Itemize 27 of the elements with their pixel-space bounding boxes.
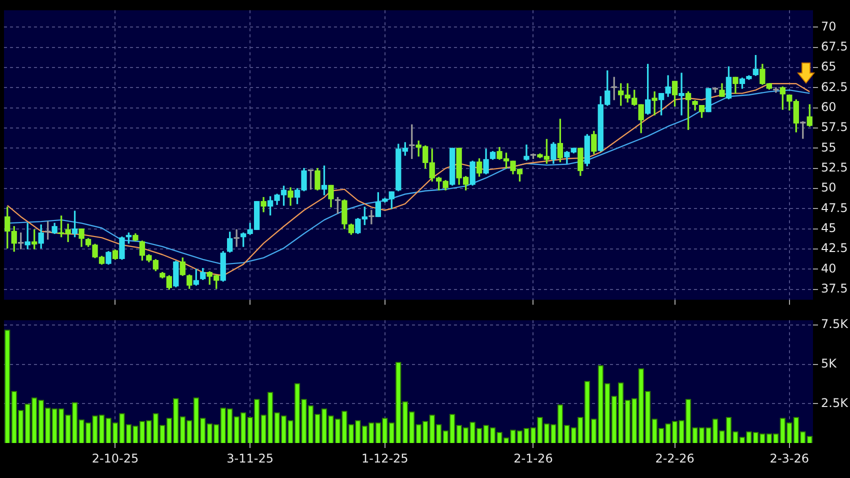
y-tick-label: 70	[821, 19, 836, 34]
x-tick-label: 1-12-25	[361, 451, 408, 466]
y-tick-label: 62.5	[821, 80, 848, 94]
y-tick-label: 37.5	[821, 281, 848, 296]
x-tick-label: 2-3-26	[770, 451, 810, 466]
x-tick-label: 3-11-25	[226, 451, 274, 466]
y-tick-label: 67.5	[821, 39, 848, 54]
y-tick-label: 2.5K	[821, 396, 850, 410]
candlestick	[678, 72, 684, 116]
x-tick-label: 2-10-25	[92, 451, 139, 466]
y-tick-label: 55	[821, 140, 836, 154]
y-tick-label: 7.5K	[821, 317, 850, 332]
y-tick-label: 42.5	[821, 241, 848, 256]
y-tick-label: 45	[821, 220, 836, 235]
y-tick-label: 5K	[821, 356, 838, 370]
y-tick-label: 40	[821, 261, 836, 276]
candlestick	[652, 91, 658, 116]
y-tick-label: 47.5	[821, 200, 848, 215]
y-tick-label: 65	[821, 60, 836, 74]
y-tick-label: 57.5	[821, 120, 848, 134]
candlestick	[524, 144, 530, 161]
y-tick-label: 50	[821, 180, 836, 195]
x-tick-label: 2-2-26	[655, 451, 694, 466]
candlestick	[368, 210, 374, 224]
y-tick-label: 52.5	[821, 160, 848, 174]
y-tick-label: 60	[821, 100, 836, 114]
x-tick-label: 2-1-26	[514, 451, 553, 466]
